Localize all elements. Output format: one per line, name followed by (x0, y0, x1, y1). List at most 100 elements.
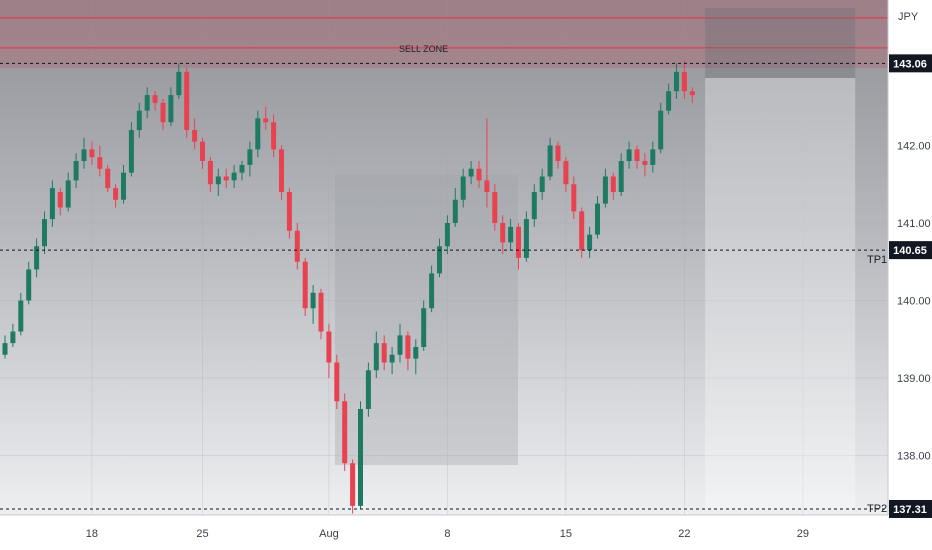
stop-area (705, 8, 856, 78)
x-tick-label: 15 (560, 528, 572, 540)
x-tick-label: 22 (678, 528, 690, 540)
candle-body (468, 168, 474, 177)
candle-body (200, 141, 205, 161)
plot-background (0, 0, 888, 515)
candle-body (65, 180, 71, 208)
candle-body (97, 157, 103, 169)
candle-body (294, 230, 300, 262)
candle-body (476, 168, 482, 181)
candle-body (10, 331, 16, 344)
candle-body (460, 176, 466, 200)
candle-body (73, 161, 79, 181)
candle-body (152, 95, 158, 103)
candle-body (571, 184, 577, 212)
candle-body (381, 343, 387, 363)
y-tick-label: 141.00 (897, 218, 931, 230)
x-tick-label: 29 (797, 528, 809, 540)
currency-label: JPY (898, 11, 919, 23)
y-tick-label: 140.00 (897, 296, 931, 308)
sell-zone-label: SELL ZONE (399, 44, 448, 54)
candle-body (539, 176, 545, 192)
candle-body (105, 168, 111, 189)
candle-body (18, 300, 24, 332)
x-tick-label: 18 (86, 528, 98, 540)
candle-body (239, 164, 245, 173)
y-tick-label: 138.00 (897, 451, 931, 463)
price-badge (889, 54, 932, 73)
candle-body (176, 71, 182, 96)
candle-body (255, 118, 261, 150)
grid (0, 0, 888, 515)
candle-body (365, 370, 371, 409)
candle-body (642, 161, 648, 165)
candle-body (484, 180, 490, 192)
tp1-label: TP1 (867, 254, 887, 266)
candle-body (626, 149, 632, 161)
price-badge-label: 143.06 (893, 58, 927, 70)
candle-body (113, 188, 119, 200)
candle-body (579, 211, 585, 251)
candle-body (618, 161, 624, 192)
candle-body (26, 269, 32, 301)
candle-body (128, 130, 134, 173)
candle-body (689, 91, 695, 96)
candle-body (516, 226, 521, 258)
x-tick-label: 25 (196, 528, 208, 540)
candle-body (326, 331, 332, 363)
candle-body (602, 176, 608, 204)
price-badge-label: 137.31 (893, 504, 927, 516)
candle-body (334, 362, 340, 402)
candles (2, 60, 695, 514)
levels (0, 62, 888, 510)
candle-body (89, 149, 95, 158)
candle-body (681, 71, 687, 92)
candle-body (587, 234, 593, 251)
candle-body (192, 130, 198, 142)
candle-body (215, 176, 221, 185)
x-axis-ticks: 18 25 Aug 8 15 22 29 (86, 528, 809, 540)
x-tick-label: 8 (444, 528, 450, 540)
candle-body (429, 273, 435, 309)
candle-body (421, 308, 427, 347)
sell-zone-band (0, 0, 888, 68)
price-badge-label: 140.65 (893, 245, 927, 257)
candle-body (634, 149, 640, 161)
candle-body (49, 188, 55, 220)
candle-body (674, 71, 679, 92)
candle-body (437, 246, 442, 274)
time-axis-background (0, 515, 932, 550)
price-badge (889, 499, 932, 518)
y-tick-label: 142.00 (897, 141, 931, 153)
candle-body (397, 335, 403, 355)
zones (0, 0, 888, 509)
tp2-label: TP2 (867, 503, 887, 515)
x-tick-label: Aug (319, 528, 339, 540)
candle-body (555, 145, 561, 161)
candle-body (286, 192, 292, 231)
candle-body (492, 192, 498, 223)
candle-body (610, 176, 616, 192)
candle-body (508, 226, 514, 243)
candle-body (247, 149, 253, 165)
candle-body (444, 223, 450, 247)
candle-body (121, 172, 126, 200)
candle-body (271, 122, 277, 150)
target-area (705, 78, 856, 509)
candle-body (34, 246, 40, 270)
candle-body (223, 176, 229, 181)
candle-body (231, 172, 237, 181)
candle-body (547, 145, 553, 177)
candle-body (279, 149, 284, 192)
candle-body (500, 223, 506, 243)
candle-body (310, 292, 316, 309)
candle-body (358, 409, 363, 506)
candle-body (373, 343, 379, 371)
candle-body (666, 91, 672, 111)
candle-body (318, 292, 324, 332)
candle-body (207, 161, 213, 185)
candle-body (342, 401, 348, 464)
candle-body (81, 149, 87, 161)
candle-body (263, 118, 269, 123)
